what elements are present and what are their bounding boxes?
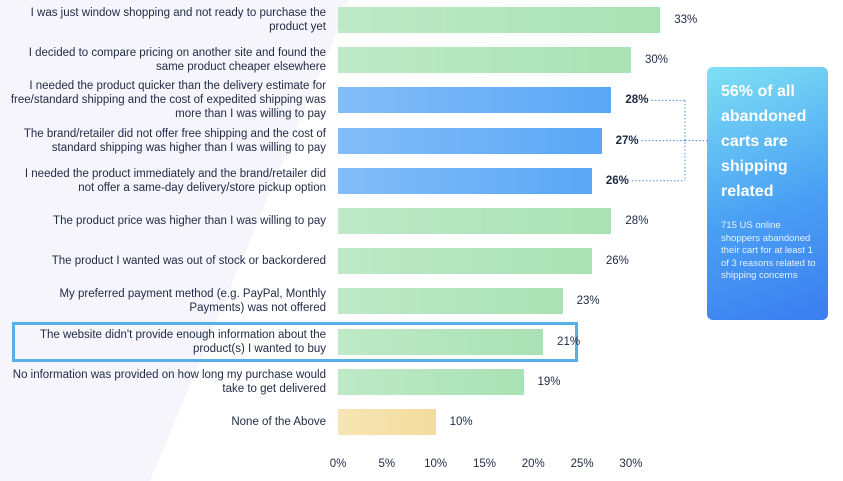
value-label: 33% xyxy=(674,14,698,26)
bar xyxy=(338,87,612,114)
category-label: The product price was higher than I was … xyxy=(53,215,326,227)
value-label: 10% xyxy=(449,416,473,428)
bar xyxy=(338,127,602,154)
bar xyxy=(338,368,524,395)
value-label: 21% xyxy=(557,335,581,348)
bar xyxy=(338,167,592,194)
value-label: 26% xyxy=(605,174,629,187)
x-tick-label: 15% xyxy=(472,458,496,470)
x-tick-label: 10% xyxy=(424,458,448,470)
value-label: 28% xyxy=(625,215,649,227)
category-label: I was just window shopping and not ready… xyxy=(30,7,326,33)
value-label: 26% xyxy=(605,255,629,268)
callout: 56% of all abandoned carts are shipping … xyxy=(707,67,828,320)
value-label: 28% xyxy=(625,94,649,107)
callout-text: 715 US online shoppers abandoned their c… xyxy=(721,220,816,281)
value-label: 27% xyxy=(615,134,639,147)
category-label: I needed the product quicker than the de… xyxy=(10,80,326,121)
bar xyxy=(338,409,436,435)
x-tick-label: 25% xyxy=(570,458,594,470)
highlight-box xyxy=(12,321,578,362)
category-label: The product I wanted was out of stock or… xyxy=(51,255,326,268)
category-label: I needed the product immediately and the… xyxy=(24,167,326,194)
callout-title: 56% of all abandoned carts are shipping … xyxy=(721,83,807,200)
value-label: 30% xyxy=(644,54,668,67)
category-label: None of the Above xyxy=(231,416,326,428)
bar xyxy=(338,328,544,355)
category-label: No information was provided on how long … xyxy=(12,368,326,395)
x-tick-label: 20% xyxy=(521,458,545,470)
category-label: The brand/retailer did not offer free sh… xyxy=(23,127,326,154)
bar xyxy=(338,7,661,33)
category-label: My preferred payment method (e.g. PayPal… xyxy=(59,288,326,315)
x-tick-label: 5% xyxy=(378,458,396,470)
value-label: 19% xyxy=(537,375,561,388)
x-tick-label: 30% xyxy=(619,458,643,470)
x-tick-label: 0% xyxy=(329,458,347,470)
category-label: I decided to compare pricing on another … xyxy=(28,47,326,74)
bar xyxy=(338,47,631,74)
bar xyxy=(338,248,592,275)
bar xyxy=(338,288,563,315)
value-label: 23% xyxy=(576,295,600,308)
bar xyxy=(338,208,612,234)
category-label: The website didn't provide enough inform… xyxy=(39,328,326,355)
